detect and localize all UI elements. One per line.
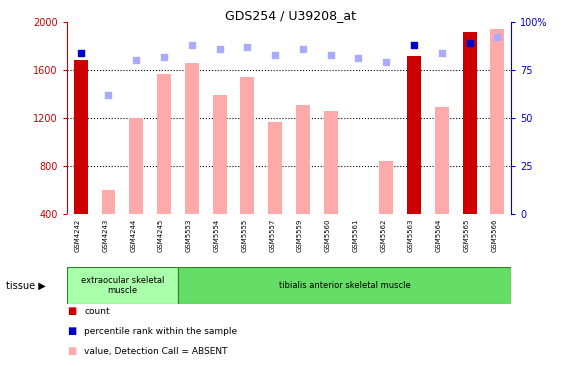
Text: ■: ■ [67,306,76,316]
Text: GSM5562: GSM5562 [381,219,386,252]
Text: count: count [84,307,110,315]
Point [104,92,113,98]
Text: GDS254 / U39208_at: GDS254 / U39208_at [225,9,356,22]
Bar [102,190,116,214]
Point [187,42,196,48]
Bar [462,31,476,214]
Point [382,59,391,65]
Bar [379,161,393,214]
Bar [130,118,143,214]
Point [215,46,224,52]
Point [159,54,168,60]
Bar [407,56,421,214]
Point [493,34,502,40]
Bar [185,63,199,214]
Bar [241,77,254,214]
Text: GSM5560: GSM5560 [325,219,331,252]
Text: GSM4242: GSM4242 [75,219,81,251]
Point [326,52,335,57]
Bar [213,95,227,214]
Text: GSM4243: GSM4243 [102,219,109,252]
Text: extraocular skeletal
muscle: extraocular skeletal muscle [81,276,164,295]
Text: tissue ▶: tissue ▶ [6,280,45,291]
Text: value, Detection Call = ABSENT: value, Detection Call = ABSENT [84,347,228,356]
Point [437,50,446,56]
Text: ■: ■ [67,326,76,336]
Bar [490,29,504,214]
Bar [157,74,171,214]
Text: GSM4245: GSM4245 [158,219,164,251]
Text: GSM5554: GSM5554 [214,219,220,251]
Bar [324,111,338,214]
Point [465,40,474,46]
Point [243,44,252,50]
Text: GSM5553: GSM5553 [186,219,192,252]
Point [132,57,141,63]
Text: GSM5563: GSM5563 [408,219,414,252]
Text: GSM5566: GSM5566 [492,219,497,252]
Bar [268,122,282,214]
Point [298,46,307,52]
Text: GSM5564: GSM5564 [436,219,442,252]
Bar [67,267,178,304]
Text: GSM5559: GSM5559 [297,219,303,252]
Text: GSM5555: GSM5555 [241,219,248,251]
Bar [178,267,511,304]
Point [410,42,419,48]
Text: tibialis anterior skeletal muscle: tibialis anterior skeletal muscle [279,281,411,290]
Text: GSM5557: GSM5557 [269,219,275,252]
Text: GSM5565: GSM5565 [464,219,469,252]
Point [76,50,85,56]
Bar [435,107,449,214]
Point [354,56,363,61]
Text: percentile rank within the sample: percentile rank within the sample [84,327,238,336]
Bar [74,60,88,214]
Text: GSM5561: GSM5561 [353,219,358,252]
Bar [296,105,310,214]
Text: ■: ■ [67,346,76,356]
Point [271,52,280,57]
Text: GSM4244: GSM4244 [130,219,137,251]
